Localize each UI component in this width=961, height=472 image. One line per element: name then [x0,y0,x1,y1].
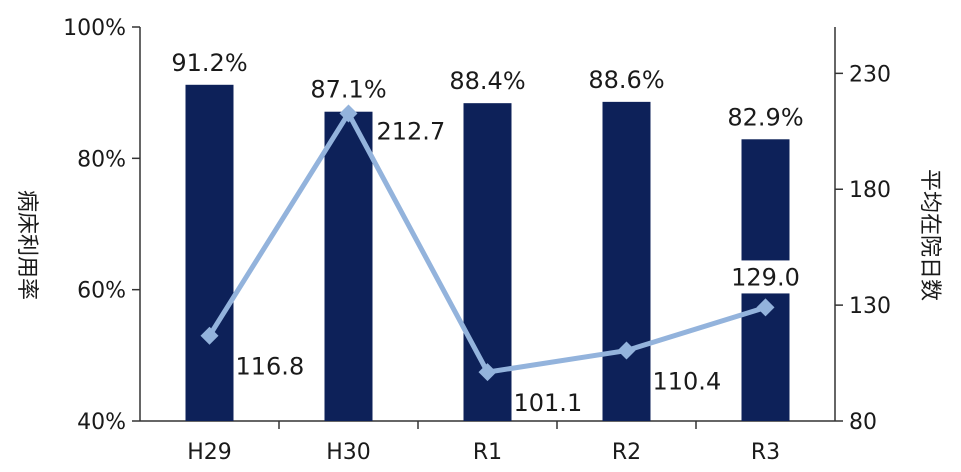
right-tick-label: 80 [849,410,877,435]
left-tick-label: 100% [63,16,126,41]
bar [186,85,234,421]
line-data-label: 129.0 [731,263,800,291]
x-tick-label: H30 [326,440,371,465]
bar [325,112,373,421]
bar-data-label: 88.6% [588,66,664,94]
line-data-label: 101.1 [514,389,583,417]
right-axis-title: 平均在院日数 [917,169,942,301]
bar-data-label: 88.4% [449,67,525,95]
bar-data-label: 91.2% [171,49,247,77]
left-tick-label: 60% [77,279,126,304]
x-tick-label: R2 [612,440,641,465]
right-tick-label: 230 [849,62,891,87]
x-tick-label: R1 [473,440,502,465]
right-tick-label: 130 [849,294,891,319]
line-data-label: 116.8 [236,353,305,381]
left-axis-title: 病床利用率 [14,190,39,300]
bar-data-label: 87.1% [310,76,386,104]
left-tick-label: 80% [77,147,126,172]
right-tick-label: 180 [849,178,891,203]
x-tick-label: R3 [751,440,780,465]
line-data-label: 110.4 [653,368,722,396]
x-tick-label: H29 [187,440,232,465]
bar [603,102,651,421]
bar-data-label: 82.9% [727,103,803,131]
left-tick-label: 40% [77,410,126,435]
line-data-label: 212.7 [377,117,446,145]
